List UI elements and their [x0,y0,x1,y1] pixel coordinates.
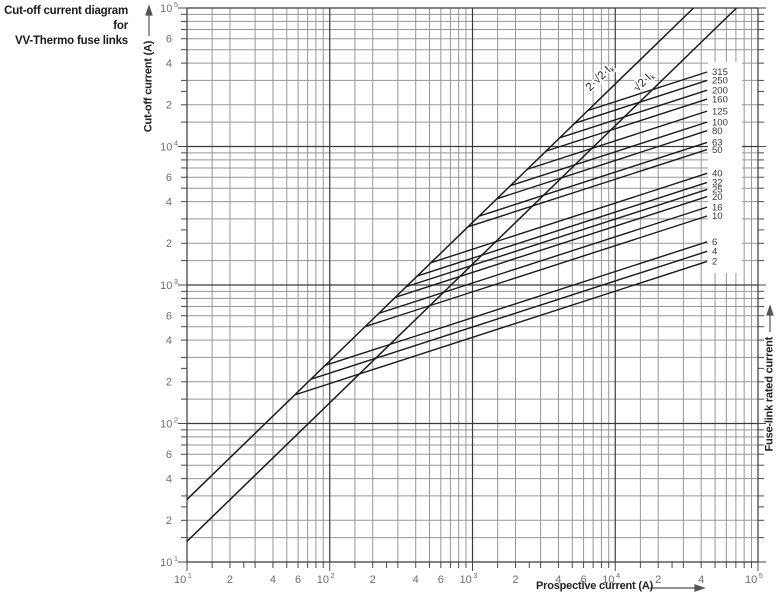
x-axis-title: Prospective current (A) [536,580,654,592]
fuse-rating-label: 6 [712,237,717,248]
y-tick-label: 6 [166,311,172,323]
x-tick-label: 2 [227,574,233,586]
fuse-line-2 [294,260,708,396]
x-tick-label: 6 [295,574,301,586]
y-tick-label: 4 [166,58,172,70]
fuse-rating-label: 40 [712,169,723,180]
fuse-line-315 [587,71,708,112]
x-tick-label: 6 [438,574,444,586]
y-tick-label: 10 4 [160,138,178,153]
fuse-line-50 [467,148,708,228]
fuse-rating-label: 125 [712,106,728,117]
fuse-rating-label: 50 [712,145,723,156]
y-tick-label: 2 [166,238,172,250]
x-tick-label: 4 [555,574,561,586]
fuse-rating-label: 4 [712,247,717,258]
y-tick-label: 10 3 [160,277,178,292]
x-tick-label: 10 3 [460,571,478,586]
y-axis-title: Cut-off current (A) [142,40,155,133]
x-tick-label: 2 [512,574,518,586]
y-tick-label: 10 2 [160,415,178,430]
peak-line-label-2sqrt2: 2·√2·Ik [583,61,617,95]
fuse-rating-label: 80 [712,126,723,137]
y-tick-label: 6 [166,449,172,461]
fuse-line-40 [430,172,708,264]
fuse-rating-label: 200 [712,85,728,96]
fuse-rating-label: 315 [712,67,728,78]
fuse-line-100 [510,121,708,187]
chart-title: Cut-off current diagram for VV-Thermo fu… [2,4,128,49]
y-tick-label: 2 [166,515,172,527]
right-axis-arrow-icon [766,304,774,316]
x-tick-label: 10 5 [745,571,763,586]
y-tick-label: 2 [166,377,172,389]
right-axis-title: Fuse-link rated current [763,336,776,452]
fuse-rating-label: 16 [712,202,723,213]
x-tick-label: 10 2 [317,571,335,586]
x-tick-label: 2 [655,574,661,586]
fuse-line-16 [378,206,708,314]
x-tick-label: 6 [581,574,587,586]
fuse-line-20 [395,195,708,298]
fuse-rating-label: 20 [712,192,723,203]
y-tick-label: 10 5 [160,0,178,15]
fuse-line-63 [478,141,708,217]
chart-title-line2: VV-Thermo fuse links [15,34,128,47]
x-axis-arrow-icon [694,584,706,592]
x-tick-label: 10 4 [602,571,620,586]
fuse-rating-label: 32 [712,178,723,189]
y-tick-label: 4 [166,196,172,208]
fuse-line-32 [416,181,708,277]
y-tick-label: 6 [166,34,172,46]
x-tick-label: 10 1 [174,571,192,586]
fuse-rating-label: 25 [712,185,723,196]
peak-line-label-sqrt2: √2·Ik [631,68,658,95]
reference-lines [186,7,738,542]
fuse-line-10 [364,215,708,328]
fuse-rating-label: 160 [712,94,728,105]
fuse-rating-label: 63 [712,138,723,149]
axis-arrows [145,4,774,592]
x-tick-label: 4 [413,574,419,586]
fuse-line-250 [574,79,708,124]
x-tick-label: 2 [370,574,376,586]
y-axis-arrow-icon [145,4,153,16]
fuse-line-6 [325,241,708,367]
rating-label-backdrop [708,62,742,273]
axis-rulers [178,7,766,571]
y-tick-label: 4 [166,335,172,347]
fuse-rating-label: 10 [712,211,723,222]
fuse-rating-label: 2 [712,257,717,268]
fuse-rating-label: 100 [712,117,728,128]
y-tick-label: 2 [166,100,172,112]
fuse-rating-label: 250 [712,76,728,87]
chart-title-line1: Cut-off current diagram for [4,5,128,32]
y-tick-label: 10 1 [160,554,178,569]
fuse-line-4 [310,250,708,381]
peak-line-2sqrt2 [186,7,695,500]
x-tick-label: 4 [698,574,704,586]
fuse-line-80 [497,130,708,200]
fuse-lines [294,71,708,396]
peak-line-sqrt2 [186,7,738,542]
fuse-line-125 [527,110,708,170]
y-tick-label: 4 [166,473,172,485]
x-tick-label: 4 [270,574,276,586]
fuse-line-160 [545,98,708,152]
fuse-line-25 [406,188,708,288]
y-tick-label: 6 [166,172,172,184]
fuse-line-200 [559,89,708,139]
